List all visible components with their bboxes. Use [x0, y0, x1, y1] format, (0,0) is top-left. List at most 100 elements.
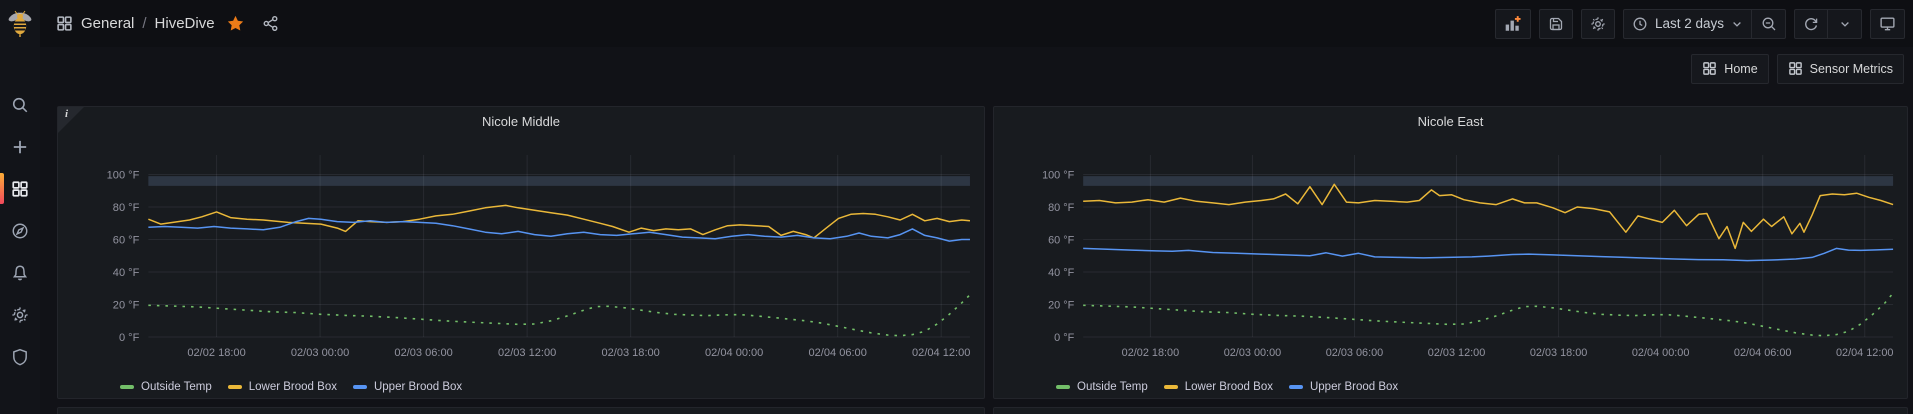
- x-axis-tick-label: 02/03 12:00: [1428, 347, 1485, 359]
- x-axis-tick-label: 02/02 18:00: [1122, 347, 1179, 359]
- panel-nicole-east: Nicole East 0 °F 20 °F 40 °F 60 °F 80 °F 100 …: [993, 106, 1908, 399]
- dashboard-grid-icon: [1703, 62, 1717, 75]
- dashboard-link-home[interactable]: Home: [1691, 53, 1769, 84]
- breadcrumb-dashboard[interactable]: HiveDive: [154, 15, 215, 32]
- time-range-label: Last 2 days: [1654, 16, 1724, 31]
- chevron-down-icon: [1840, 21, 1849, 27]
- series-line-lower-brood-box: [148, 204, 971, 239]
- sidebar-item-explore[interactable]: [0, 214, 40, 247]
- dashboard-settings-button[interactable]: [1580, 8, 1615, 39]
- grafana-bee-logo[interactable]: [0, 0, 40, 46]
- chart-legend: Outside Temp Lower Brood Box Upper Brood B…: [1056, 381, 1398, 393]
- configuration-gear-icon: [12, 306, 28, 323]
- top-navbar: General / HiveDive Last 2: [40, 0, 1913, 47]
- time-controls-group: Last 2 days: [1622, 8, 1786, 39]
- sidebar-item-create[interactable]: [0, 130, 40, 163]
- sidebar-item-search[interactable]: [0, 88, 40, 121]
- sidebar-item-server-admin[interactable]: [0, 340, 40, 373]
- x-axis-tick-label: 02/03 00:00: [291, 347, 349, 359]
- alerting-bell-icon: [12, 265, 28, 280]
- cycle-view-mode-button[interactable]: [1870, 8, 1905, 39]
- legend-item-upper-brood-box[interactable]: Upper Brood Box: [1288, 381, 1398, 393]
- explore-compass-icon: [12, 223, 28, 238]
- dashboard-links-row: Home Sensor Metrics: [40, 47, 1913, 90]
- series-line-outside-temp: [148, 294, 971, 337]
- legend-item-upper-brood-box[interactable]: Upper Brood Box: [352, 381, 463, 393]
- y-axis-tick-label: 60 °F: [1048, 234, 1074, 246]
- legend-label: Outside Temp: [141, 381, 212, 393]
- dashboard-grid-icon: [1788, 62, 1802, 75]
- breadcrumb-separator: /: [142, 15, 147, 32]
- legend-swatch: [227, 385, 242, 389]
- next-row-panel-edge: [57, 407, 985, 414]
- zoom-out-icon: [1762, 17, 1775, 30]
- zoom-out-time-button[interactable]: [1752, 8, 1786, 39]
- chart-canvas[interactable]: 0 °F 20 °F 40 °F 60 °F 80 °F 100 °F 02/02 18:0…: [1000, 133, 1901, 375]
- legend-item-outside-temp[interactable]: Outside Temp: [1056, 381, 1148, 393]
- sidebar-item-configuration[interactable]: [0, 298, 40, 331]
- y-axis-tick-label: 100 °F: [107, 170, 140, 182]
- x-axis-tick-label: 02/03 18:00: [601, 347, 659, 359]
- x-axis-tick-label: 02/04 06:00: [809, 347, 867, 359]
- x-axis-tick-label: 02/04 06:00: [1734, 347, 1791, 359]
- add-panel-icon: [1505, 15, 1521, 31]
- y-axis-tick-label: 0 °F: [119, 332, 140, 344]
- panel-title[interactable]: Nicole Middle: [481, 114, 561, 129]
- favorite-star-icon[interactable]: [227, 15, 244, 32]
- dashboard-link-label: Home: [1724, 61, 1758, 76]
- dashboard-link-label: Sensor Metrics: [1809, 61, 1893, 76]
- add-panel-button[interactable]: [1494, 8, 1531, 39]
- x-axis-tick-label: 02/04 12:00: [912, 347, 970, 359]
- legend-label: Upper Brood Box: [373, 381, 463, 393]
- y-axis-tick-label: 0 °F: [1054, 332, 1074, 344]
- refresh-button[interactable]: [1794, 8, 1828, 39]
- sidebar-nav: [0, 88, 40, 373]
- panel-title[interactable]: Nicole East: [1417, 114, 1484, 129]
- legend-swatch: [1163, 385, 1178, 389]
- refresh-interval-dropdown[interactable]: [1828, 8, 1862, 39]
- time-range-picker[interactable]: Last 2 days: [1622, 8, 1752, 39]
- breadcrumb: General / HiveDive: [56, 15, 279, 32]
- panel-nicole-middle: i Nicole Middle 0 °F 20 °F 40 °F 60 °F 80 °F…: [57, 106, 985, 399]
- save-icon: [1549, 17, 1563, 30]
- settings-gear-icon: [1591, 16, 1605, 31]
- save-dashboard-button[interactable]: [1538, 8, 1573, 39]
- active-indicator: [0, 173, 4, 204]
- y-axis-tick-label: 20 °F: [1048, 299, 1074, 311]
- info-icon: i: [65, 108, 69, 120]
- y-axis-tick-label: 80 °F: [113, 202, 140, 214]
- legend-item-lower-brood-box[interactable]: Lower Brood Box: [1163, 381, 1273, 393]
- chevron-down-icon: [1733, 21, 1741, 27]
- y-axis-tick-label: 40 °F: [113, 267, 140, 279]
- y-axis-tick-label: 100 °F: [1042, 169, 1074, 181]
- dashboard-toolbar: Last 2 days: [1494, 8, 1905, 39]
- legend-swatch: [1056, 385, 1070, 389]
- x-axis-tick-label: 02/03 06:00: [1326, 347, 1383, 359]
- series-line-upper-brood-box: [1083, 247, 1894, 262]
- x-axis-tick-label: 02/03 00:00: [1224, 347, 1281, 359]
- chart-canvas[interactable]: 0 °F 20 °F 40 °F 60 °F 80 °F 100 °F 02/02 18:0…: [64, 133, 978, 375]
- legend-item-outside-temp[interactable]: Outside Temp: [120, 381, 212, 393]
- legend-item-lower-brood-box[interactable]: Lower Brood Box: [227, 381, 337, 393]
- legend-swatch: [352, 385, 367, 389]
- refresh-icon: [1805, 17, 1818, 30]
- dashboard-link-sensor-metrics[interactable]: Sensor Metrics: [1776, 53, 1904, 84]
- refresh-group: [1794, 8, 1862, 39]
- sidebar-item-dashboards[interactable]: [0, 172, 40, 205]
- add-icon: [13, 140, 27, 153]
- chart-legend: Outside Temp Lower Brood Box Upper Brood B…: [120, 381, 462, 393]
- sidebar-item-alerting[interactable]: [0, 256, 40, 289]
- tv-monitor-icon: [1880, 17, 1895, 31]
- legend-swatch: [1288, 385, 1303, 389]
- x-axis-tick-label: 02/04 12:00: [1836, 347, 1893, 359]
- search-icon: [12, 97, 28, 112]
- share-icon[interactable]: [262, 15, 279, 32]
- breadcrumb-folder[interactable]: General: [81, 15, 135, 32]
- legend-label: Lower Brood Box: [1184, 381, 1273, 393]
- legend-label: Lower Brood Box: [248, 381, 337, 393]
- y-axis-tick-label: 40 °F: [1048, 267, 1074, 279]
- x-axis-tick-label: 02/03 12:00: [498, 347, 556, 359]
- y-axis-tick-label: 20 °F: [113, 300, 140, 312]
- series-line-outside-temp: [1083, 292, 1894, 337]
